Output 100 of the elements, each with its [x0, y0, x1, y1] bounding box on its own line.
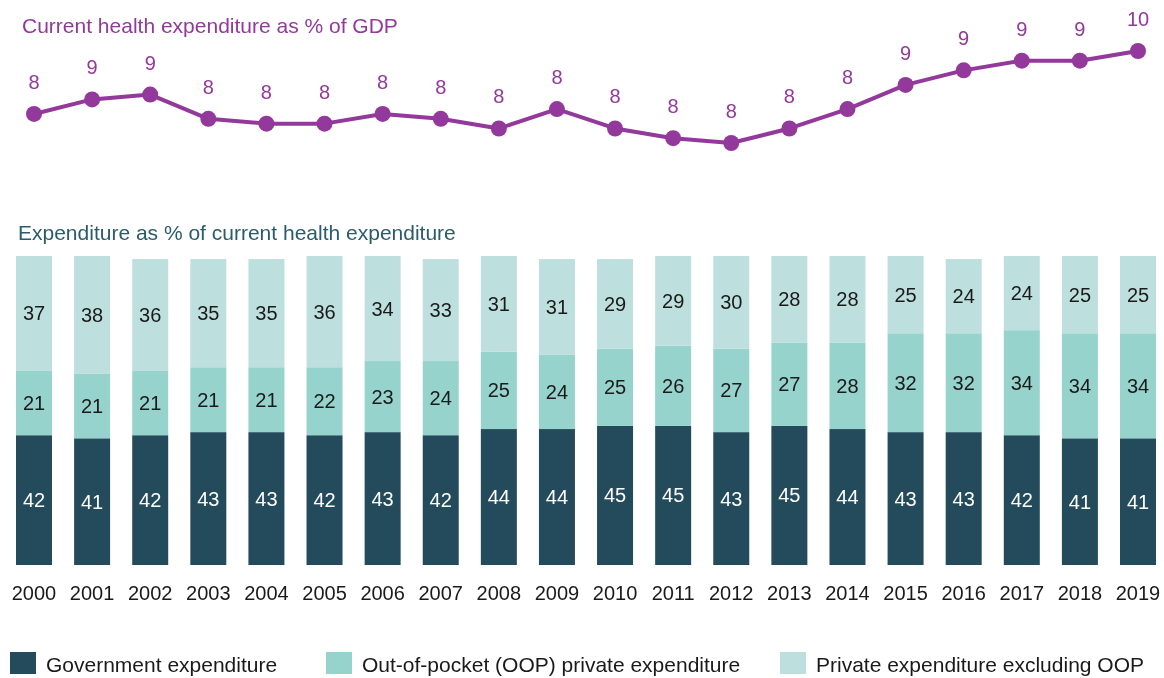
data-label: 8 [377, 70, 389, 93]
data-label: 9 [144, 51, 156, 74]
data-label: 29 [662, 289, 685, 312]
x-tick-label: 2004 [244, 582, 289, 604]
point [432, 110, 449, 127]
point [1130, 43, 1146, 59]
point [490, 120, 507, 137]
data-label: 25 [603, 376, 627, 399]
bar [597, 348, 634, 426]
data-label: 8 [841, 66, 854, 89]
bar [1061, 333, 1098, 439]
data-label: 24 [429, 387, 452, 410]
bar [74, 256, 111, 374]
data-label: 9 [86, 56, 98, 79]
x-tick-label: 2019 [1115, 582, 1161, 604]
point [200, 110, 217, 127]
data-label: 36 [139, 303, 162, 326]
data-label: 43 [371, 487, 394, 510]
data-label: 34 [1126, 374, 1150, 397]
data-label: 42 [429, 489, 452, 512]
bar [771, 342, 808, 426]
data-label: 9 [958, 27, 970, 50]
x-tick-label: 2005 [302, 582, 347, 604]
data-label: 8 [28, 70, 40, 93]
point [607, 120, 624, 137]
bar [1061, 256, 1098, 334]
bar [1003, 435, 1040, 565]
point [723, 135, 740, 151]
data-label: 8 [783, 85, 795, 108]
data-label: 22 [313, 390, 336, 413]
data-label: 44 [487, 486, 510, 509]
data-label: 10 [1126, 8, 1150, 30]
data-label: 25 [487, 379, 510, 402]
data-label: 31 [487, 292, 510, 315]
bar [1120, 333, 1156, 439]
data-label: 24 [952, 285, 975, 308]
bar [306, 367, 343, 436]
data-label: 28 [836, 288, 859, 311]
data-label: 43 [720, 487, 743, 510]
data-label: 9 [900, 41, 912, 64]
bar [887, 333, 924, 433]
point [258, 115, 275, 132]
bar [771, 256, 808, 343]
bar [306, 435, 343, 565]
bar [829, 429, 866, 565]
data-label: 8 [493, 85, 505, 108]
data-label: 35 [255, 302, 278, 325]
point [1071, 52, 1088, 69]
x-tick-label: 2015 [883, 582, 928, 604]
bar [248, 432, 285, 565]
data-label: 32 [952, 371, 975, 394]
x-tick-label: 2014 [825, 582, 870, 604]
data-label: 8 [609, 85, 621, 108]
x-tick-label: 2018 [1057, 582, 1103, 604]
data-label: 9 [1016, 17, 1028, 40]
data-label: 45 [778, 484, 801, 507]
data-label: 8 [318, 80, 331, 103]
point [839, 101, 856, 118]
data-label: 21 [22, 391, 46, 414]
x-tick-label: 2017 [999, 582, 1045, 604]
bar [655, 425, 692, 565]
bar [597, 259, 634, 349]
bar [713, 432, 750, 565]
data-label: 34 [371, 297, 394, 320]
data-label: 9 [1074, 17, 1086, 40]
data-label: 41 [80, 490, 104, 513]
bar [364, 256, 401, 362]
bar [1003, 256, 1040, 331]
point [955, 62, 972, 79]
data-label: 8 [551, 66, 563, 89]
bar [306, 256, 343, 368]
bar [132, 370, 169, 436]
x-tick-label: 2011 [651, 582, 695, 604]
data-label: 44 [545, 486, 569, 509]
data-label: 41 [1126, 490, 1150, 513]
data-label: 25 [1126, 283, 1150, 306]
data-label: 33 [429, 299, 452, 322]
point [26, 105, 42, 122]
bar [364, 361, 401, 433]
data-label: 42 [139, 489, 162, 512]
legend-label: Out-of-pocket (OOP) private expenditure [362, 653, 741, 676]
data-label: 27 [778, 373, 801, 396]
bar [655, 256, 692, 346]
bar [190, 432, 227, 565]
point [374, 105, 391, 122]
bar [945, 432, 982, 565]
bar [713, 256, 750, 349]
x-tick-label: 2002 [127, 582, 173, 604]
legend-label: Private expenditure excluding OOP [816, 653, 1145, 676]
data-label: 44 [836, 486, 859, 509]
data-label: 8 [202, 75, 214, 98]
bar [1061, 438, 1098, 565]
point [897, 76, 914, 93]
chart-title: Expenditure as % of current health expenditure [18, 221, 456, 244]
data-label: 28 [836, 374, 859, 397]
point [548, 101, 565, 118]
data-label: 42 [1010, 489, 1033, 512]
data-label: 43 [197, 487, 220, 510]
x-tick-label: 2010 [592, 582, 638, 604]
data-label: 30 [720, 291, 743, 314]
